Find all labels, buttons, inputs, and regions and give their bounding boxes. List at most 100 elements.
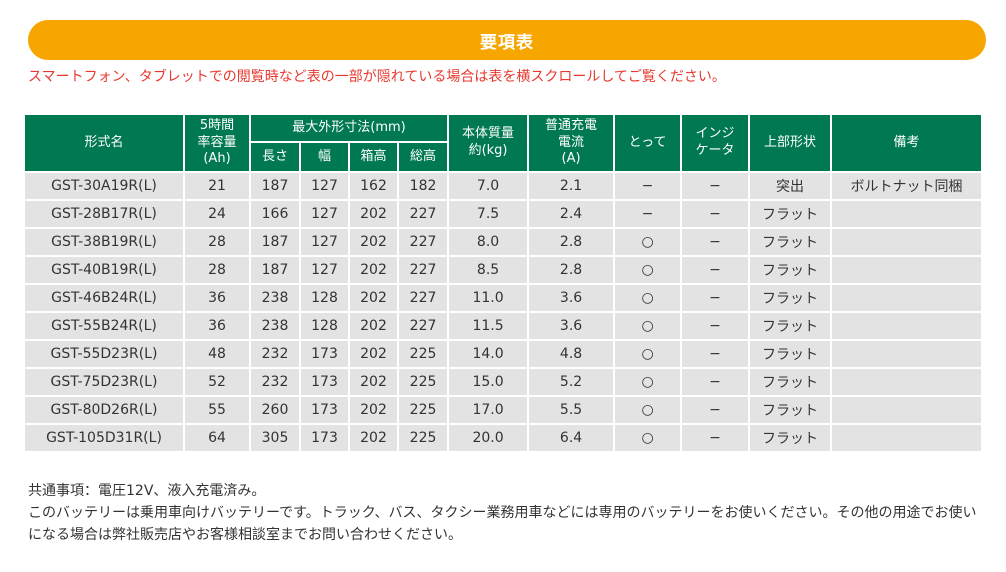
cell-model: GST-38B19R(L) — [25, 229, 183, 255]
cell-capacity: 64 — [185, 425, 249, 451]
cell-indicator: − — [682, 425, 749, 451]
cell-length: 232 — [251, 341, 299, 367]
footnotes: 共通事項：電圧12V、液入充電済み。 このバッテリーは乗用車向けバッテリーです。… — [28, 480, 980, 546]
cell-length: 187 — [251, 229, 299, 255]
header-dimensions-group: 最大外形寸法(mm) — [251, 115, 448, 141]
cell-indicator: − — [682, 341, 749, 367]
cell-model: GST-105D31R(L) — [25, 425, 183, 451]
cell-top-shape: フラット — [750, 313, 831, 339]
page-title-banner: 要項表 — [28, 20, 986, 60]
table-row: GST-38B19R(L) 28 187 127 202 227 8.0 2.8 ○ − フラット — [25, 229, 982, 255]
cell-length: 187 — [251, 257, 299, 283]
cell-model: GST-28B17R(L) — [25, 201, 183, 227]
cell-current: 3.6 — [529, 285, 614, 311]
cell-width: 127 — [301, 257, 348, 283]
cell-remarks — [832, 397, 982, 423]
page-title: 要項表 — [480, 32, 534, 53]
cell-capacity: 36 — [185, 313, 249, 339]
cell-capacity: 36 — [185, 285, 249, 311]
cell-width: 128 — [301, 285, 348, 311]
cell-handle: ○ — [615, 369, 681, 395]
cell-capacity: 52 — [185, 369, 249, 395]
cell-remarks — [832, 369, 982, 395]
header-top-shape: 上部形状 — [750, 115, 831, 171]
cell-indicator: − — [682, 313, 749, 339]
cell-weight: 7.5 — [449, 201, 528, 227]
cell-weight: 15.0 — [449, 369, 528, 395]
table-row: GST-28B17R(L) 24 166 127 202 227 7.5 2.4− − フラット — [25, 201, 982, 227]
cell-length: 238 — [251, 313, 299, 339]
table-row: GST-105D31R(L) 64 305 173 202 225 20.0 6.4 ○ − フラッ… — [25, 425, 982, 451]
header-length: 長さ — [251, 143, 299, 171]
cell-current: 5.5 — [529, 397, 614, 423]
header-current: 普通充電 電流 (A) — [529, 115, 614, 171]
cell-top-shape: 突出 — [750, 173, 831, 199]
cell-width: 173 — [301, 397, 348, 423]
cell-total-height: 227 — [399, 229, 448, 255]
cell-width: 173 — [301, 341, 348, 367]
cell-width: 173 — [301, 369, 348, 395]
cell-weight: 8.0 — [449, 229, 528, 255]
cell-indicator: − — [682, 397, 749, 423]
cell-total-height: 227 — [399, 285, 448, 311]
cell-capacity: 48 — [185, 341, 249, 367]
cell-box-height: 202 — [350, 257, 397, 283]
cell-capacity: 55 — [185, 397, 249, 423]
spec-table: 形式名 5時間 率容量 (Ah) 最大外形寸法(mm) 本体質量 約(kg) 普… — [23, 113, 983, 453]
table-row: GST-40B19R(L) 28 187 127 202 227 8.5 2.8 ○ − フラット — [25, 257, 982, 283]
cell-box-height: 202 — [350, 341, 397, 367]
cell-box-height: 202 — [350, 285, 397, 311]
header-indicator: インジ ケータ — [682, 115, 749, 171]
cell-handle: ○ — [615, 341, 681, 367]
cell-total-height: 182 — [399, 173, 448, 199]
header-width: 幅 — [301, 143, 348, 171]
cell-top-shape: フラット — [750, 285, 831, 311]
cell-weight: 7.0 — [449, 173, 528, 199]
scroll-notice: スマートフォン、タブレットでの閲覧時など表の一部が隠れている場合は表を横スクロー… — [28, 69, 726, 85]
cell-remarks: ボルトナット同梱 — [832, 173, 982, 199]
table-row: GST-30A19R(L) 21 187 127 162 182 7.0 2.1− − 突出 ボルト… — [25, 173, 982, 199]
header-box-height: 箱高 — [350, 143, 397, 171]
cell-model: GST-46B24R(L) — [25, 285, 183, 311]
cell-total-height: 227 — [399, 201, 448, 227]
cell-remarks — [832, 201, 982, 227]
cell-total-height: 227 — [399, 313, 448, 339]
cell-weight: 17.0 — [449, 397, 528, 423]
cell-indicator: − — [682, 201, 749, 227]
cell-indicator: − — [682, 173, 749, 199]
cell-top-shape: フラット — [750, 229, 831, 255]
usage-note: このバッテリーは乗用車向けバッテリーです。トラック、バス、タクシー業務用車などに… — [28, 505, 977, 543]
cell-length: 305 — [251, 425, 299, 451]
cell-current: 2.8 — [529, 257, 614, 283]
cell-width: 127 — [301, 173, 348, 199]
cell-weight: 11.5 — [449, 313, 528, 339]
cell-indicator: − — [682, 229, 749, 255]
cell-total-height: 225 — [399, 341, 448, 367]
header-total-height: 総高 — [399, 143, 448, 171]
cell-width: 173 — [301, 425, 348, 451]
cell-remarks — [832, 257, 982, 283]
cell-box-height: 202 — [350, 313, 397, 339]
cell-remarks — [832, 313, 982, 339]
cell-handle: ○ — [615, 257, 681, 283]
header-model: 形式名 — [25, 115, 183, 171]
cell-handle: − — [615, 173, 681, 199]
cell-top-shape: フラット — [750, 201, 831, 227]
cell-model: GST-30A19R(L) — [25, 173, 183, 199]
cell-box-height: 202 — [350, 201, 397, 227]
cell-top-shape: フラット — [750, 257, 831, 283]
cell-model: GST-40B19R(L) — [25, 257, 183, 283]
cell-handle: − — [615, 201, 681, 227]
cell-remarks — [832, 425, 982, 451]
header-remarks: 備考 — [832, 115, 982, 171]
cell-current: 2.4 — [529, 201, 614, 227]
cell-total-height: 225 — [399, 397, 448, 423]
cell-width: 127 — [301, 229, 348, 255]
cell-top-shape: フラット — [750, 397, 831, 423]
cell-remarks — [832, 285, 982, 311]
cell-length: 238 — [251, 285, 299, 311]
cell-current: 4.8 — [529, 341, 614, 367]
spec-table-scroll-container[interactable]: 形式名 5時間 率容量 (Ah) 最大外形寸法(mm) 本体質量 約(kg) 普… — [23, 113, 987, 453]
table-row: GST-55D23R(L) 48 232 173 202 225 14.0 4.8 ○ − フラット — [25, 341, 982, 367]
cell-indicator: − — [682, 369, 749, 395]
